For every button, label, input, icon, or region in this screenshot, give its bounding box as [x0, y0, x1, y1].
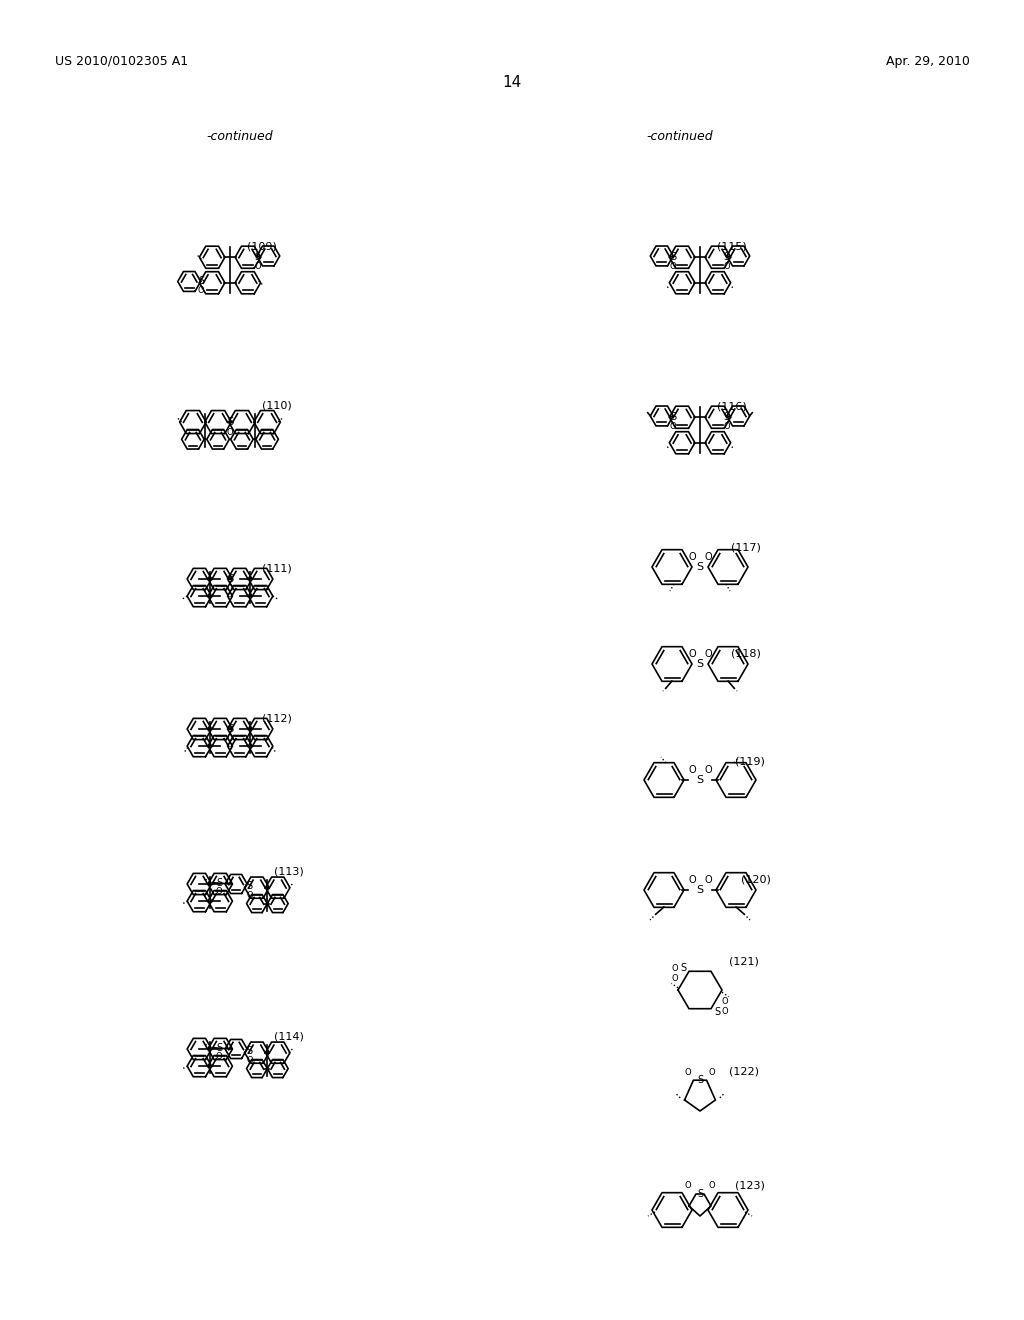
Text: -continued: -continued [207, 129, 273, 143]
Text: (114): (114) [273, 1032, 304, 1041]
Text: S: S [670, 412, 676, 421]
Text: O: O [672, 964, 678, 973]
Text: S: S [714, 1007, 720, 1016]
Text: S: S [696, 775, 703, 785]
Text: O: O [246, 891, 253, 900]
Text: O: O [688, 552, 696, 562]
Text: (119): (119) [735, 756, 765, 766]
Text: S: S [696, 884, 703, 895]
Text: O: O [705, 766, 712, 775]
Text: (116): (116) [717, 403, 746, 412]
Text: Apr. 29, 2010: Apr. 29, 2010 [886, 55, 970, 69]
Text: S: S [247, 880, 253, 891]
Text: O: O [216, 887, 222, 896]
Text: O: O [226, 734, 233, 743]
Text: O: O [705, 875, 712, 884]
Text: -continued: -continued [647, 129, 714, 143]
Text: O: O [705, 552, 712, 562]
Text: S: S [724, 412, 730, 421]
Text: S: S [680, 964, 686, 973]
Text: (118): (118) [731, 648, 761, 657]
Text: (120): (120) [741, 874, 771, 884]
Text: O: O [724, 422, 730, 432]
Text: O: O [670, 263, 677, 271]
Text: O: O [226, 428, 233, 437]
Text: O: O [216, 1052, 222, 1061]
Text: S: S [247, 1045, 253, 1056]
Text: O: O [705, 649, 712, 659]
Text: S: S [697, 1076, 703, 1085]
Text: O: O [226, 585, 233, 594]
Text: O: O [722, 997, 728, 1006]
Text: O: O [685, 1181, 691, 1191]
Text: S: S [227, 723, 233, 734]
Text: S: S [199, 276, 205, 286]
Text: (115): (115) [717, 242, 746, 252]
Text: (109): (109) [247, 242, 276, 252]
Text: S: S [227, 574, 233, 583]
Text: (112): (112) [261, 713, 292, 723]
Text: O: O [254, 263, 261, 271]
Text: O: O [685, 1068, 691, 1077]
Text: S: S [724, 252, 730, 261]
Text: (111): (111) [262, 564, 292, 573]
Text: S: S [227, 417, 233, 428]
Text: S: S [216, 1043, 222, 1053]
Text: S: S [254, 252, 260, 261]
Text: O: O [688, 649, 696, 659]
Text: (121): (121) [729, 957, 759, 968]
Text: S: S [697, 1189, 703, 1199]
Text: O: O [709, 1181, 716, 1191]
Text: (117): (117) [731, 543, 761, 553]
Text: (122): (122) [729, 1067, 759, 1077]
Text: O: O [246, 1056, 253, 1065]
Text: (123): (123) [735, 1180, 765, 1191]
Text: S: S [696, 659, 703, 669]
Text: O: O [670, 422, 677, 432]
Text: S: S [696, 562, 703, 572]
Text: O: O [688, 875, 696, 884]
Text: O: O [672, 974, 678, 983]
Text: US 2010/0102305 A1: US 2010/0102305 A1 [55, 55, 188, 69]
Text: O: O [722, 1007, 728, 1016]
Text: S: S [670, 252, 676, 261]
Text: O: O [198, 286, 205, 296]
Text: (113): (113) [273, 867, 304, 876]
Text: S: S [216, 878, 222, 888]
Text: O: O [724, 263, 730, 271]
Text: O: O [709, 1068, 716, 1077]
Text: 14: 14 [503, 75, 521, 90]
Text: (110): (110) [261, 401, 291, 411]
Text: O: O [688, 766, 696, 775]
